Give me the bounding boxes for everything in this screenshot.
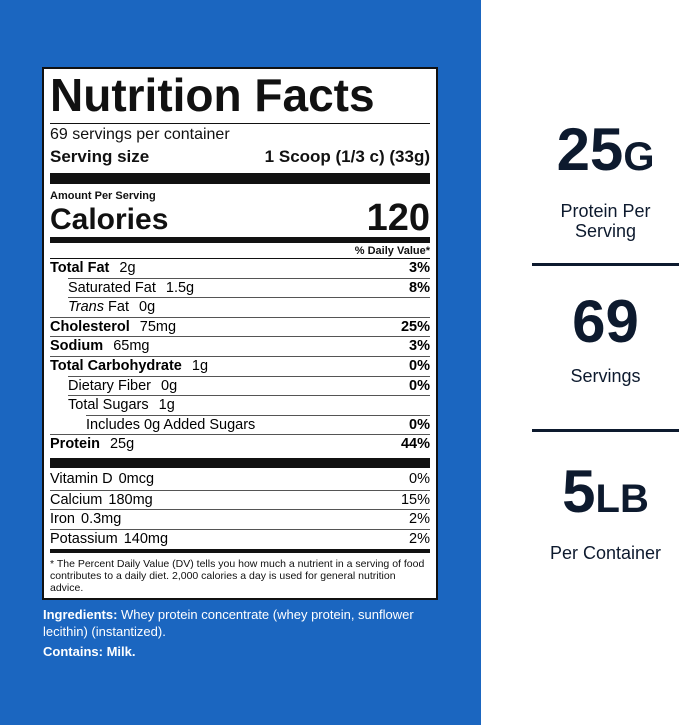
nutrient-name: Total Carbohydrate [50, 358, 182, 374]
nutrient-dv: 8% [409, 279, 430, 296]
nutrient-amount: 65mg [113, 338, 150, 355]
vitamin-dv: 2% [409, 530, 430, 547]
nutrient-dv: 0% [409, 416, 430, 433]
nutrient-name-italic: Trans [68, 299, 104, 316]
nutrient-amount: 25g [109, 436, 135, 453]
nutrient-amount: 0g [161, 377, 178, 394]
nutrient-row: Cholesterol 75mg 25% [50, 316, 430, 337]
nutrient-row: Protein 25g 44% [50, 434, 430, 454]
nutrient-name-text: Total Sugars [68, 397, 149, 414]
contains: Contains: Milk. [43, 643, 433, 660]
highlight-value: 5LB [532, 462, 679, 529]
ingredients-text: Whey protein concentrate (whey protein, … [43, 607, 414, 639]
nutrient-row: Total Carbohydrate 1g 0% [50, 356, 430, 376]
nutrient-amount: 0g [139, 299, 156, 316]
highlight: 25G Protein Per Serving [532, 120, 679, 242]
vitamin-name: Calcium [50, 491, 103, 508]
nutrient-name: Includes 0g Added Sugars [86, 417, 255, 433]
highlight-value: 25G [532, 120, 679, 187]
nutrient-name-text: Protein [50, 436, 100, 453]
vitamin-dv: 0% [409, 471, 430, 487]
nutrient-dv: 0% [409, 377, 430, 394]
ingredients-label: Ingredients: [43, 607, 118, 622]
title: Nutrition Facts [50, 69, 375, 121]
nutrient-name: Total Sugars [68, 397, 149, 413]
nutrient-row: Dietary Fiber 0g 0% [68, 375, 430, 396]
nutrient-name: Total Fat [50, 260, 109, 276]
contains-label: Contains: [43, 644, 103, 659]
nutrient-row: Includes 0g Added Sugars 0% [86, 414, 430, 435]
serving-size-label: Serving size [50, 147, 150, 166]
amount-per-serving: Amount Per Serving [50, 190, 156, 202]
vitamin-amount: 180mg [108, 491, 153, 508]
vitamin-row: Potassium 140mg 2% [50, 528, 430, 549]
footnote: * The Percent Daily Value (DV) tells you… [50, 558, 425, 594]
nutrient-name-text: Includes 0g Added Sugars [86, 416, 256, 433]
separator [532, 263, 679, 266]
nutrient-name-text: Total Carbohydrate [50, 358, 182, 374]
vitamin-amount: 0mcg [118, 471, 155, 487]
nutrient-name: Sodium [50, 338, 103, 354]
highlight-unit: LB [595, 477, 649, 521]
highlight: 5LB Per Container [532, 462, 679, 564]
nutrient-amount: 1g [191, 358, 209, 374]
vitamin-amount: 140mg [123, 530, 169, 547]
contains-text: Milk. [106, 644, 136, 659]
nutrient-name-text: Sodium [50, 338, 104, 355]
nutrient-dv: 3% [409, 338, 430, 355]
nutrient-row: Total Fat 2g 3% [50, 258, 430, 278]
highlight-number: 69 [572, 288, 639, 355]
servings: 69 servings per container [50, 126, 230, 143]
vitamin-row: Calcium 180mg 15% [50, 489, 430, 510]
nutrient-amount: 2g [119, 260, 136, 276]
nutrient-row: Sodium 65mg 3% [50, 336, 430, 356]
nutrient-name-text: Dietary Fiber [68, 377, 151, 394]
nutrient-name: Trans Fat [68, 299, 129, 315]
nutrient-dv: 3% [409, 260, 430, 276]
nutrient-dv: 44% [400, 436, 430, 453]
vitamin-dv: 15% [400, 491, 430, 508]
vitamin-name: Iron [50, 511, 75, 528]
vitamin-row: Vitamin D 0mcg 0% [50, 470, 430, 489]
nutrient-name: Dietary Fiber [68, 378, 151, 394]
nutrition-label: Nutrition Facts 69 servings per containe… [42, 67, 438, 600]
highlight-label: Servings [570, 366, 641, 386]
dv-header: % Daily Value* [354, 245, 430, 257]
nutrient-name-text: Saturated Fat [68, 279, 156, 296]
calories-label: Calories [50, 203, 169, 236]
vitamin-row: Iron 0.3mg 2% [50, 509, 430, 529]
nutrient-name: Saturated Fat [68, 280, 156, 296]
nutrient-name: Cholesterol [50, 319, 130, 335]
nutrient-name-text: Cholesterol [50, 318, 130, 335]
nutrient-dv: 25% [400, 318, 430, 335]
vitamin-dv: 2% [409, 511, 430, 528]
highlight-unit: G [623, 135, 655, 179]
highlight-label: Protein Per Serving [560, 201, 651, 241]
serving-size: 1 Scoop (1/3 c) (33g) [264, 147, 430, 166]
ingredients: Ingredients: Whey protein concentrate (w… [43, 606, 433, 640]
highlight-number: 25 [556, 116, 624, 183]
vitamin-name: Potassium [50, 530, 118, 547]
highlight: 69 Servings [532, 292, 679, 387]
calories: 120 [366, 197, 430, 239]
nutrient-amount: 75mg [139, 318, 177, 335]
nutrient-name: Protein [50, 436, 100, 452]
vitamin-name: Vitamin D [50, 471, 113, 487]
nutrient-name-text: Fat [108, 299, 129, 316]
highlight-value: 69 [532, 292, 679, 352]
highlight-label: Per Container [549, 543, 662, 563]
highlight-number: 5 [562, 458, 596, 525]
nutrient-amount: 1.5g [165, 279, 195, 296]
nutrient-dv: 0% [409, 358, 430, 374]
nutrient-amount: 1g [158, 397, 175, 414]
separator [532, 429, 679, 432]
vitamin-amount: 0.3mg [81, 511, 122, 528]
nutrient-name-text: Total Fat [50, 260, 110, 276]
nutrient-row: Total Sugars 1g [68, 395, 430, 415]
nutrient-row: Saturated Fat 1.5g 8% [68, 277, 430, 298]
nutrient-row: Trans Fat 0g [68, 297, 430, 317]
